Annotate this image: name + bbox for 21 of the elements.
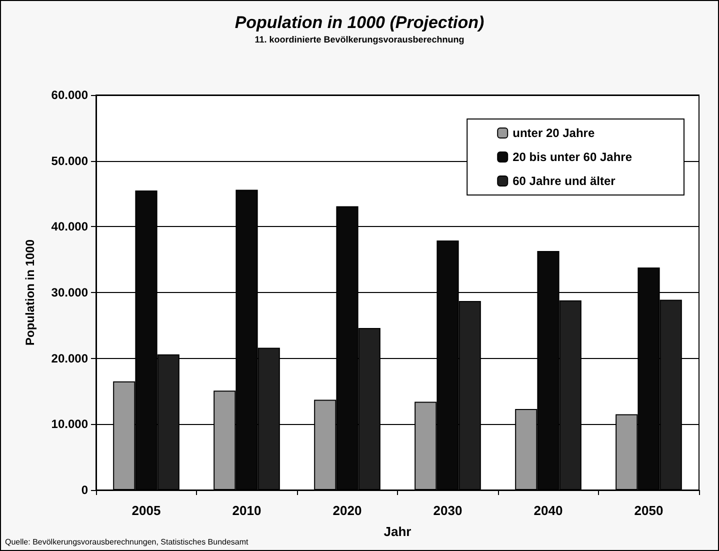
y-tick-label: 10.000 [51,417,88,432]
chart-title: Population in 1000 (Projection) [234,13,485,32]
x-axis-title: Jahr [384,524,412,539]
chart-subtitle: 11. koordinierte Bevölkerungsvorausberechnung [254,34,464,44]
x-tick-label: 2005 [132,503,161,518]
source-note: Quelle: Bevölkerungsvorausberechnungen, Statistisches Bundesamt [5,538,250,546]
x-tick-label: 2050 [634,503,664,518]
legend-label: unter 20 Jahre [512,126,595,140]
x-tick-label: 2040 [534,503,563,518]
legend-label: 60 Jahre und älter [512,174,616,188]
y-tick-label: 40.000 [51,220,88,234]
y-tick-label: 0 [81,483,88,497]
legend-label: 20 bis unter 60 Jahre [512,150,632,164]
y-tick-label: 20.000 [51,351,88,366]
x-tick-label: 2010 [232,503,262,518]
x-tick-label: 2030 [433,503,462,518]
y-axis-title: Population in 1000 [23,239,37,346]
x-tick-label: 2020 [332,503,362,518]
y-tick-label: 30.000 [51,286,88,300]
y-tick-label: 50.000 [51,154,88,168]
y-tick-label: 60.000 [51,88,88,102]
